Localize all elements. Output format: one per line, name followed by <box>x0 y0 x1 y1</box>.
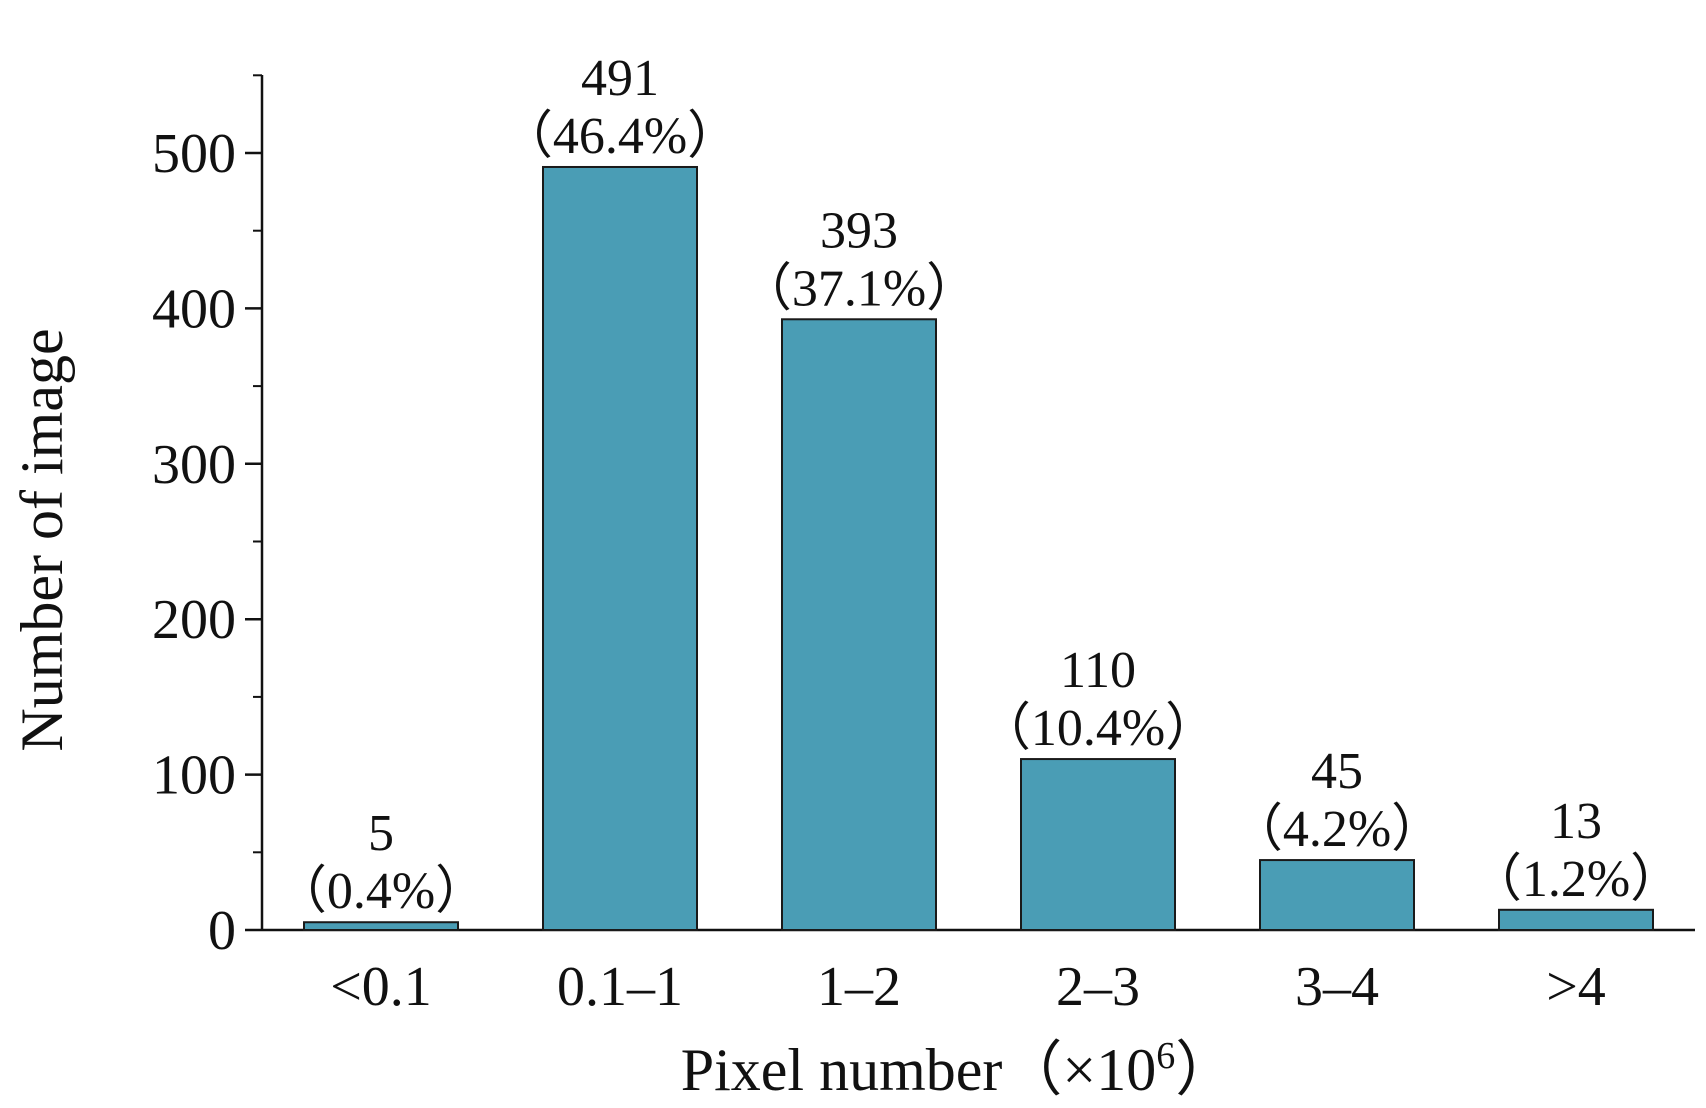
bar-percent-label: （10.4%） <box>979 700 1217 757</box>
x-tick-label: 0.1–1 <box>557 956 683 1018</box>
axis-titles: Number of image Pixel number（×106） <box>9 328 1235 1103</box>
bar <box>781 318 937 931</box>
bar-value-label: 45 <box>1311 743 1363 800</box>
x-tick-label: <0.1 <box>330 956 432 1018</box>
y-tick-label: 0 <box>208 900 236 962</box>
bar <box>303 921 459 931</box>
bar-value-label: 393 <box>820 202 898 259</box>
x-axis-title: Pixel number（×106） <box>681 1035 1235 1103</box>
bar-percent-label: （46.4%） <box>501 108 739 165</box>
bar-value-label: 491 <box>581 50 659 107</box>
y-axis: 0 100 200 300 400 500 <box>152 74 264 962</box>
x-axis-title-suffix: ） <box>1175 1037 1235 1103</box>
bar-value-label: 13 <box>1550 793 1602 850</box>
bar <box>1259 859 1415 932</box>
bar-percent-label: （1.2%） <box>1470 851 1682 908</box>
y-tick-label: 300 <box>152 434 236 496</box>
bars <box>303 165 1654 932</box>
bar-percent-label: （4.2%） <box>1231 801 1443 858</box>
x-axis-title-superscript: 6 <box>1156 1035 1175 1077</box>
y-axis-title: Number of image <box>9 328 75 751</box>
bar-value-label: 110 <box>1060 642 1136 699</box>
x-tick-label: 1–2 <box>817 956 901 1018</box>
x-axis: <0.1 0.1–1 1–2 2–3 3–4 >4 <box>262 928 1695 1018</box>
bar-labels: （0.4%）5 （46.4%）491 （37.1%）393 （10.4%）110 （4.… <box>275 50 1682 920</box>
y-tick-label: 200 <box>152 589 236 651</box>
bar <box>542 165 698 931</box>
bar-value-label: 5 <box>368 805 394 862</box>
bar <box>1020 758 1176 931</box>
bar-percent-label: （37.1%） <box>740 260 978 317</box>
x-tick-label: 2–3 <box>1056 956 1140 1018</box>
x-tick-label: >4 <box>1546 956 1606 1018</box>
x-axis-title-main: Pixel number（×10 <box>681 1037 1156 1103</box>
y-tick-label: 400 <box>152 278 236 340</box>
bar <box>1498 908 1654 931</box>
bar-percent-label: （0.4%） <box>275 863 487 920</box>
y-tick-label: 100 <box>152 745 236 807</box>
x-tick-label: 3–4 <box>1295 956 1379 1018</box>
y-tick-label: 500 <box>152 123 236 185</box>
